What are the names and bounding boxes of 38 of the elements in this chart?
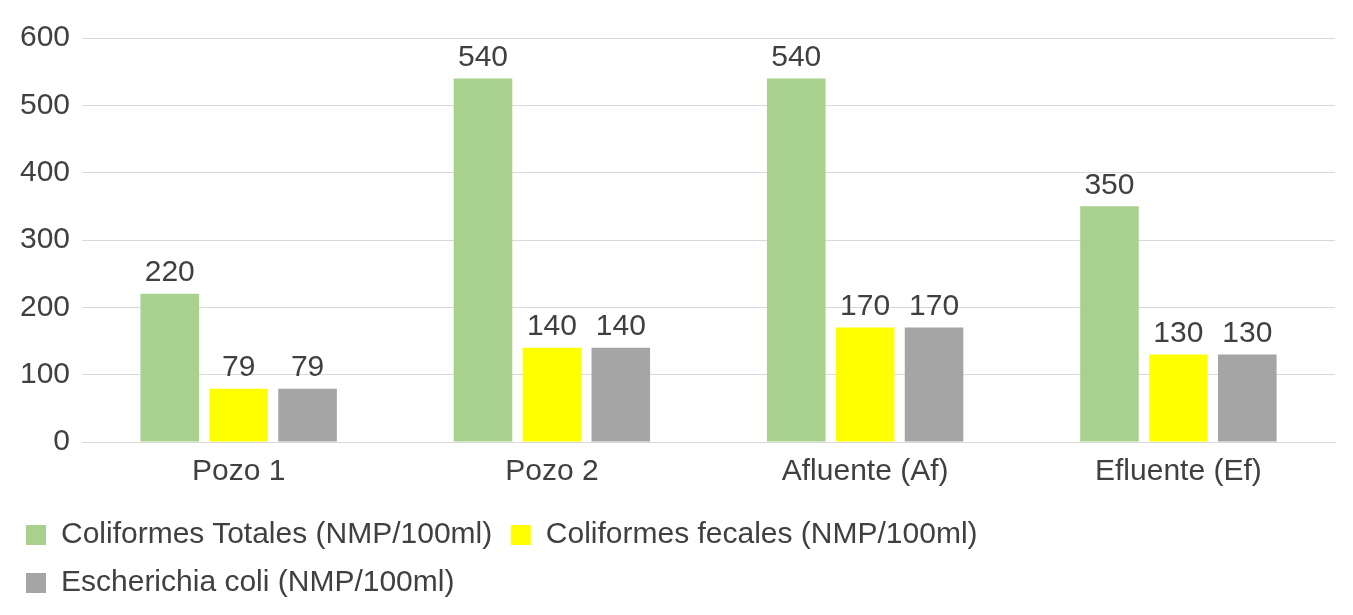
data-label: 540 xyxy=(771,38,822,72)
legend-label: Coliformes Totales (NMP/100ml) xyxy=(61,516,493,550)
bar xyxy=(453,78,513,442)
bar xyxy=(278,388,337,442)
bar xyxy=(1149,354,1208,442)
data-label: 220 xyxy=(144,254,195,288)
data-label: 79 xyxy=(290,349,325,383)
y-tick-label: 500 xyxy=(19,86,71,120)
bar xyxy=(766,78,826,442)
bar xyxy=(1080,206,1139,442)
legend-label: Coliformes fecales (NMP/100ml) xyxy=(545,516,978,550)
data-label: 350 xyxy=(1084,166,1135,200)
y-tick-label: 100 xyxy=(19,355,71,389)
y-tick-label: 400 xyxy=(19,153,71,187)
x-tick-label: Afluente (Af) xyxy=(781,453,949,487)
bar xyxy=(904,327,964,442)
bar xyxy=(591,347,651,442)
y-tick-label: 300 xyxy=(19,221,71,255)
x-tick-label: Efluente (Ef) xyxy=(1095,453,1262,487)
y-tick-label: 0 xyxy=(53,423,71,457)
y-tick-label: 200 xyxy=(19,288,71,322)
bar xyxy=(140,293,200,442)
data-label: 170 xyxy=(840,287,891,321)
data-label: 79 xyxy=(221,349,256,383)
data-label: 130 xyxy=(1222,314,1273,348)
bar xyxy=(835,327,895,442)
data-label: 130 xyxy=(1153,314,1204,348)
x-tick-label: Pozo 2 xyxy=(505,453,599,487)
data-label: 140 xyxy=(595,308,646,341)
data-label: 170 xyxy=(909,287,960,321)
y-tick-label: 600 xyxy=(19,19,71,53)
bar xyxy=(522,347,582,442)
data-label: 540 xyxy=(457,38,509,72)
bar xyxy=(209,388,268,442)
legend-label: Escherichia coli (NMP/100ml) xyxy=(61,564,455,598)
x-tick-label: Pozo 1 xyxy=(191,453,286,487)
data-label: 140 xyxy=(526,308,577,341)
bar xyxy=(1218,354,1277,442)
